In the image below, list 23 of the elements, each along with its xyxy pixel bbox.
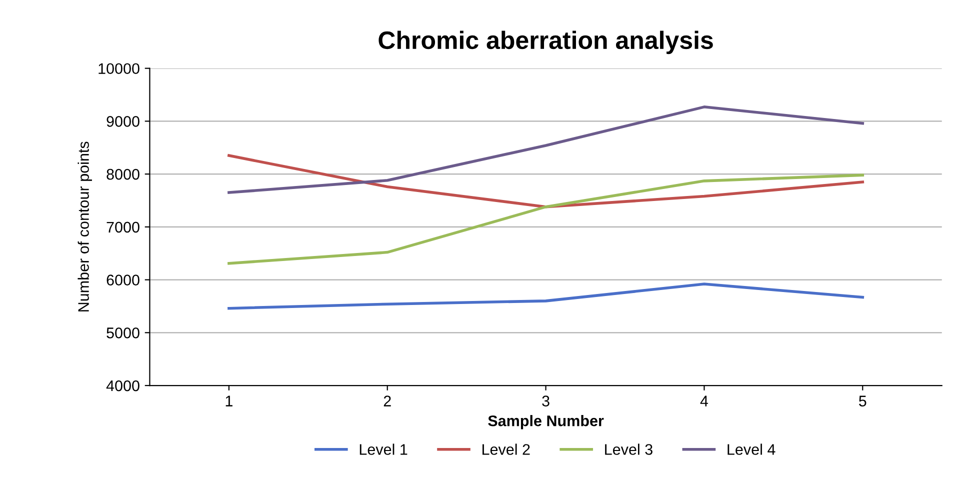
y-tick-label: 9000 <box>106 116 140 127</box>
line-series <box>228 106 864 194</box>
x-tick-label: 1 <box>226 396 232 406</box>
legend-label: Level 4 <box>728 444 776 455</box>
y-axis-title: Number of contour points <box>78 142 92 312</box>
x-tick-label: 3 <box>542 396 550 406</box>
x-axis-title: Sample Number <box>488 415 604 430</box>
y-tick-label: 4000 <box>106 380 140 392</box>
y-tick-label: 8000 <box>106 168 140 180</box>
legend-label: Level 2 <box>482 444 530 455</box>
line-series <box>228 154 864 208</box>
legend-label: Level 3 <box>605 444 652 455</box>
line-series <box>228 174 864 265</box>
y-tick-label: 5000 <box>106 328 140 338</box>
y-tick-label: 6000 <box>106 274 140 286</box>
x-tick-label: 5 <box>859 396 866 406</box>
legend-label: Level 1 <box>360 444 408 455</box>
y-tick-label: 7000 <box>106 222 140 233</box>
y-tick-label: 10000 <box>98 63 140 74</box>
chart-title: Chromic aberration analysis <box>378 30 713 54</box>
x-tick-label: 2 <box>384 396 391 406</box>
x-tick-label: 4 <box>700 396 708 406</box>
line-series <box>228 282 864 310</box>
